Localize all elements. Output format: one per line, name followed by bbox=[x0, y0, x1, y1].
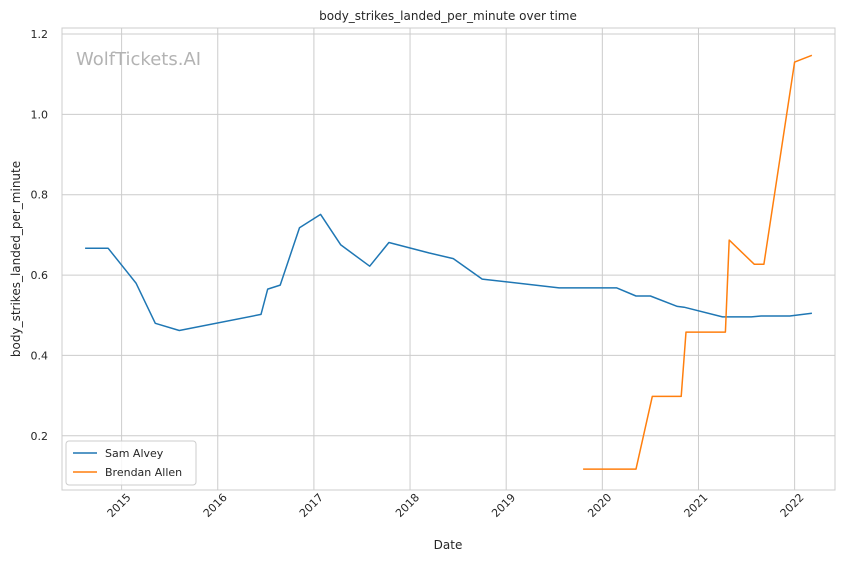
y-tick-label: 0.4 bbox=[31, 349, 49, 362]
legend: Sam Alvey Brendan Allen bbox=[65, 440, 197, 486]
x-axis-label: Date bbox=[434, 538, 463, 552]
plot-frame bbox=[61, 27, 836, 491]
legend-label-sam-alvey: Sam Alvey bbox=[105, 447, 164, 460]
y-tick-label: 1.2 bbox=[31, 28, 49, 41]
y-tick-label: 0.8 bbox=[31, 189, 49, 202]
series-layer bbox=[85, 54, 813, 470]
grid bbox=[62, 28, 835, 490]
watermark: WolfTickets.AI bbox=[76, 49, 201, 70]
y-axis-ticks: 0.2 0.4 0.6 0.8 1.0 1.2 bbox=[31, 28, 49, 443]
series-line-sam-alvey bbox=[85, 213, 812, 332]
y-tick-label: 1.0 bbox=[31, 108, 49, 121]
legend-box bbox=[65, 440, 197, 486]
series-line-brendan-allen bbox=[583, 54, 813, 470]
legend-label-brendan-allen: Brendan Allen bbox=[105, 466, 182, 479]
y-axis-label: body_strikes_landed_per_minute bbox=[9, 161, 23, 357]
y-tick-label: 0.6 bbox=[31, 269, 49, 282]
y-tick-label: 0.2 bbox=[31, 430, 49, 443]
chart-title: body_strikes_landed_per_minute over time bbox=[319, 9, 577, 23]
